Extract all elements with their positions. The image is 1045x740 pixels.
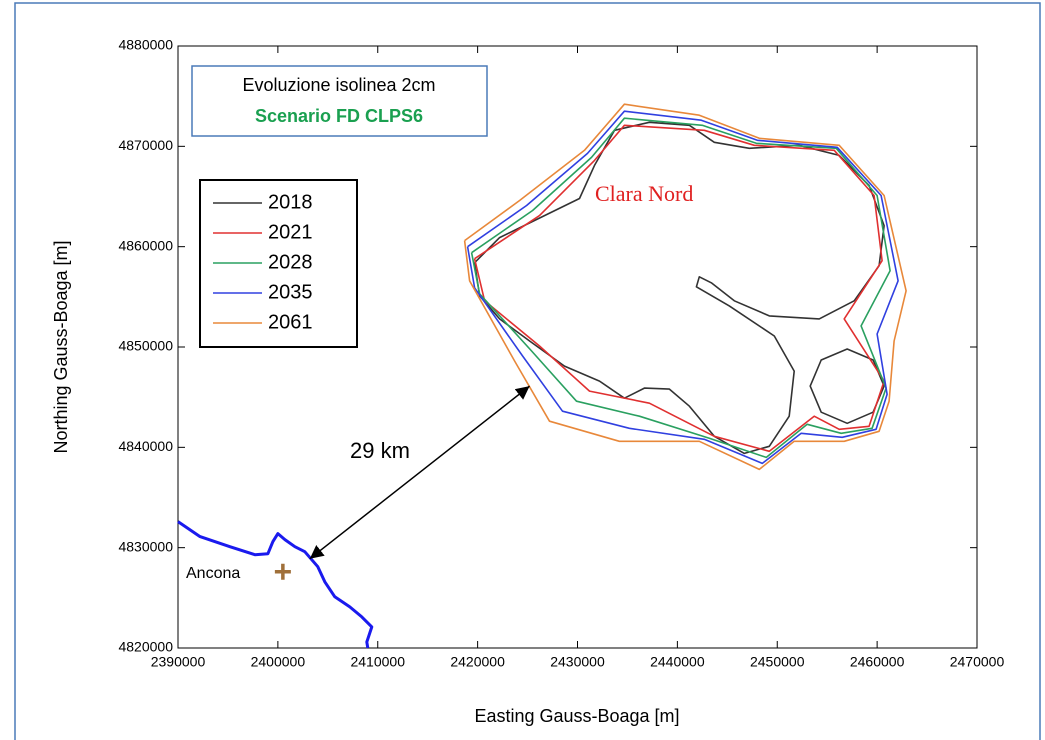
city-marker: [274, 563, 291, 580]
contour-line: [473, 121, 885, 455]
legend-label: 2021: [268, 221, 313, 243]
y-tick-label: 4820000: [118, 639, 173, 655]
x-tick-label: 2470000: [950, 654, 1005, 670]
legend-label: 2028: [268, 251, 313, 273]
distance-label: 29 km: [350, 438, 410, 463]
contour-line: [463, 103, 907, 471]
y-tick-label: 4880000: [118, 37, 173, 53]
distance-arrow: [309, 385, 531, 560]
city-label: Ancona: [186, 565, 240, 582]
x-axis-label: Easting Gauss-Boaga [m]: [474, 706, 679, 726]
x-tick-label: 2420000: [450, 654, 505, 670]
box-title: Evoluzione isolinea 2cm: [242, 75, 435, 95]
title-box: [191, 65, 488, 137]
frame: [14, 2, 1041, 740]
legend-label: 2018: [268, 191, 313, 213]
x-tick-label: 2410000: [350, 654, 405, 670]
coastline: [177, 520, 374, 649]
x-tick-label: 2440000: [650, 654, 705, 670]
y-axis-label: Northing Gauss-Boaga [m]: [51, 240, 71, 453]
x-tick-label: 2430000: [550, 654, 605, 670]
y-tick-label: 4850000: [118, 338, 173, 354]
contour-line: [466, 110, 899, 465]
x-tick-label: 2450000: [750, 654, 805, 670]
legend-label: 2035: [268, 281, 313, 303]
x-tick-label: 2400000: [251, 654, 306, 670]
y-tick-label: 4840000: [118, 438, 173, 454]
x-tick-label: 2460000: [850, 654, 905, 670]
contour-line: [470, 117, 891, 459]
x-tick-label: 2390000: [151, 654, 206, 670]
y-tick-label: 4870000: [118, 137, 173, 153]
y-tick-label: 4860000: [118, 237, 173, 253]
contour-line: [473, 124, 885, 453]
box-subtitle: Scenario FD CLPS6: [255, 106, 423, 126]
region-label: Clara Nord: [595, 181, 693, 206]
y-tick-label: 4830000: [118, 538, 173, 554]
legend-label: 2061: [268, 311, 313, 333]
